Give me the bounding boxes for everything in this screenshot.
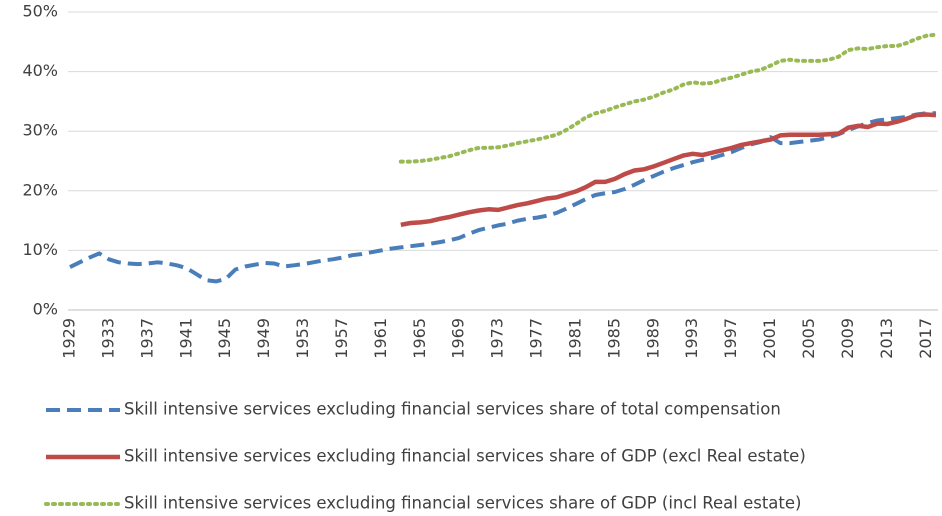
x-tick-label: 1981 bbox=[565, 318, 584, 359]
line-series bbox=[400, 112, 937, 228]
x-tick-label: 1929 bbox=[60, 318, 79, 359]
x-tick-label: 1949 bbox=[254, 318, 273, 359]
x-tick-label: 1977 bbox=[527, 318, 546, 359]
x-tick-label: 1973 bbox=[488, 318, 507, 359]
x-tick-label: 1989 bbox=[643, 318, 662, 359]
x-tick-label: 1953 bbox=[293, 318, 312, 359]
x-tick-label: 2005 bbox=[799, 318, 818, 359]
x-tick-label: 1937 bbox=[137, 318, 156, 359]
y-tick-label: 30% bbox=[22, 121, 58, 140]
y-tick-label: 40% bbox=[22, 61, 58, 80]
x-tick-label: 1945 bbox=[215, 318, 234, 359]
legend-label: Skill intensive services excluding finan… bbox=[124, 494, 801, 513]
x-tick-label: 2013 bbox=[877, 318, 896, 359]
line-series bbox=[69, 111, 936, 284]
x-tick-label: 1993 bbox=[682, 318, 701, 359]
x-tick-label: 1997 bbox=[721, 318, 740, 359]
line-series bbox=[398, 32, 938, 164]
x-tick-label: 2009 bbox=[838, 318, 857, 359]
legend-label: Skill intensive services excluding finan… bbox=[124, 447, 806, 466]
x-tick-label: 2017 bbox=[916, 318, 935, 359]
legend-label: Skill intensive services excluding finan… bbox=[124, 400, 781, 419]
x-tick-label: 1933 bbox=[98, 318, 117, 359]
y-tick-label: 0% bbox=[33, 300, 58, 319]
y-tick-label: 10% bbox=[22, 240, 58, 259]
x-tick-label: 1961 bbox=[371, 318, 390, 359]
x-tick-label: 1969 bbox=[449, 318, 468, 359]
y-tick-label: 50% bbox=[22, 2, 58, 21]
x-tick-label: 1965 bbox=[410, 318, 429, 359]
x-tick-label: 2001 bbox=[760, 318, 779, 359]
y-tick-label: 20% bbox=[22, 180, 58, 199]
x-tick-label: 1985 bbox=[604, 318, 623, 359]
x-tick-label: 1941 bbox=[176, 318, 195, 359]
x-tick-label: 1957 bbox=[332, 318, 351, 359]
